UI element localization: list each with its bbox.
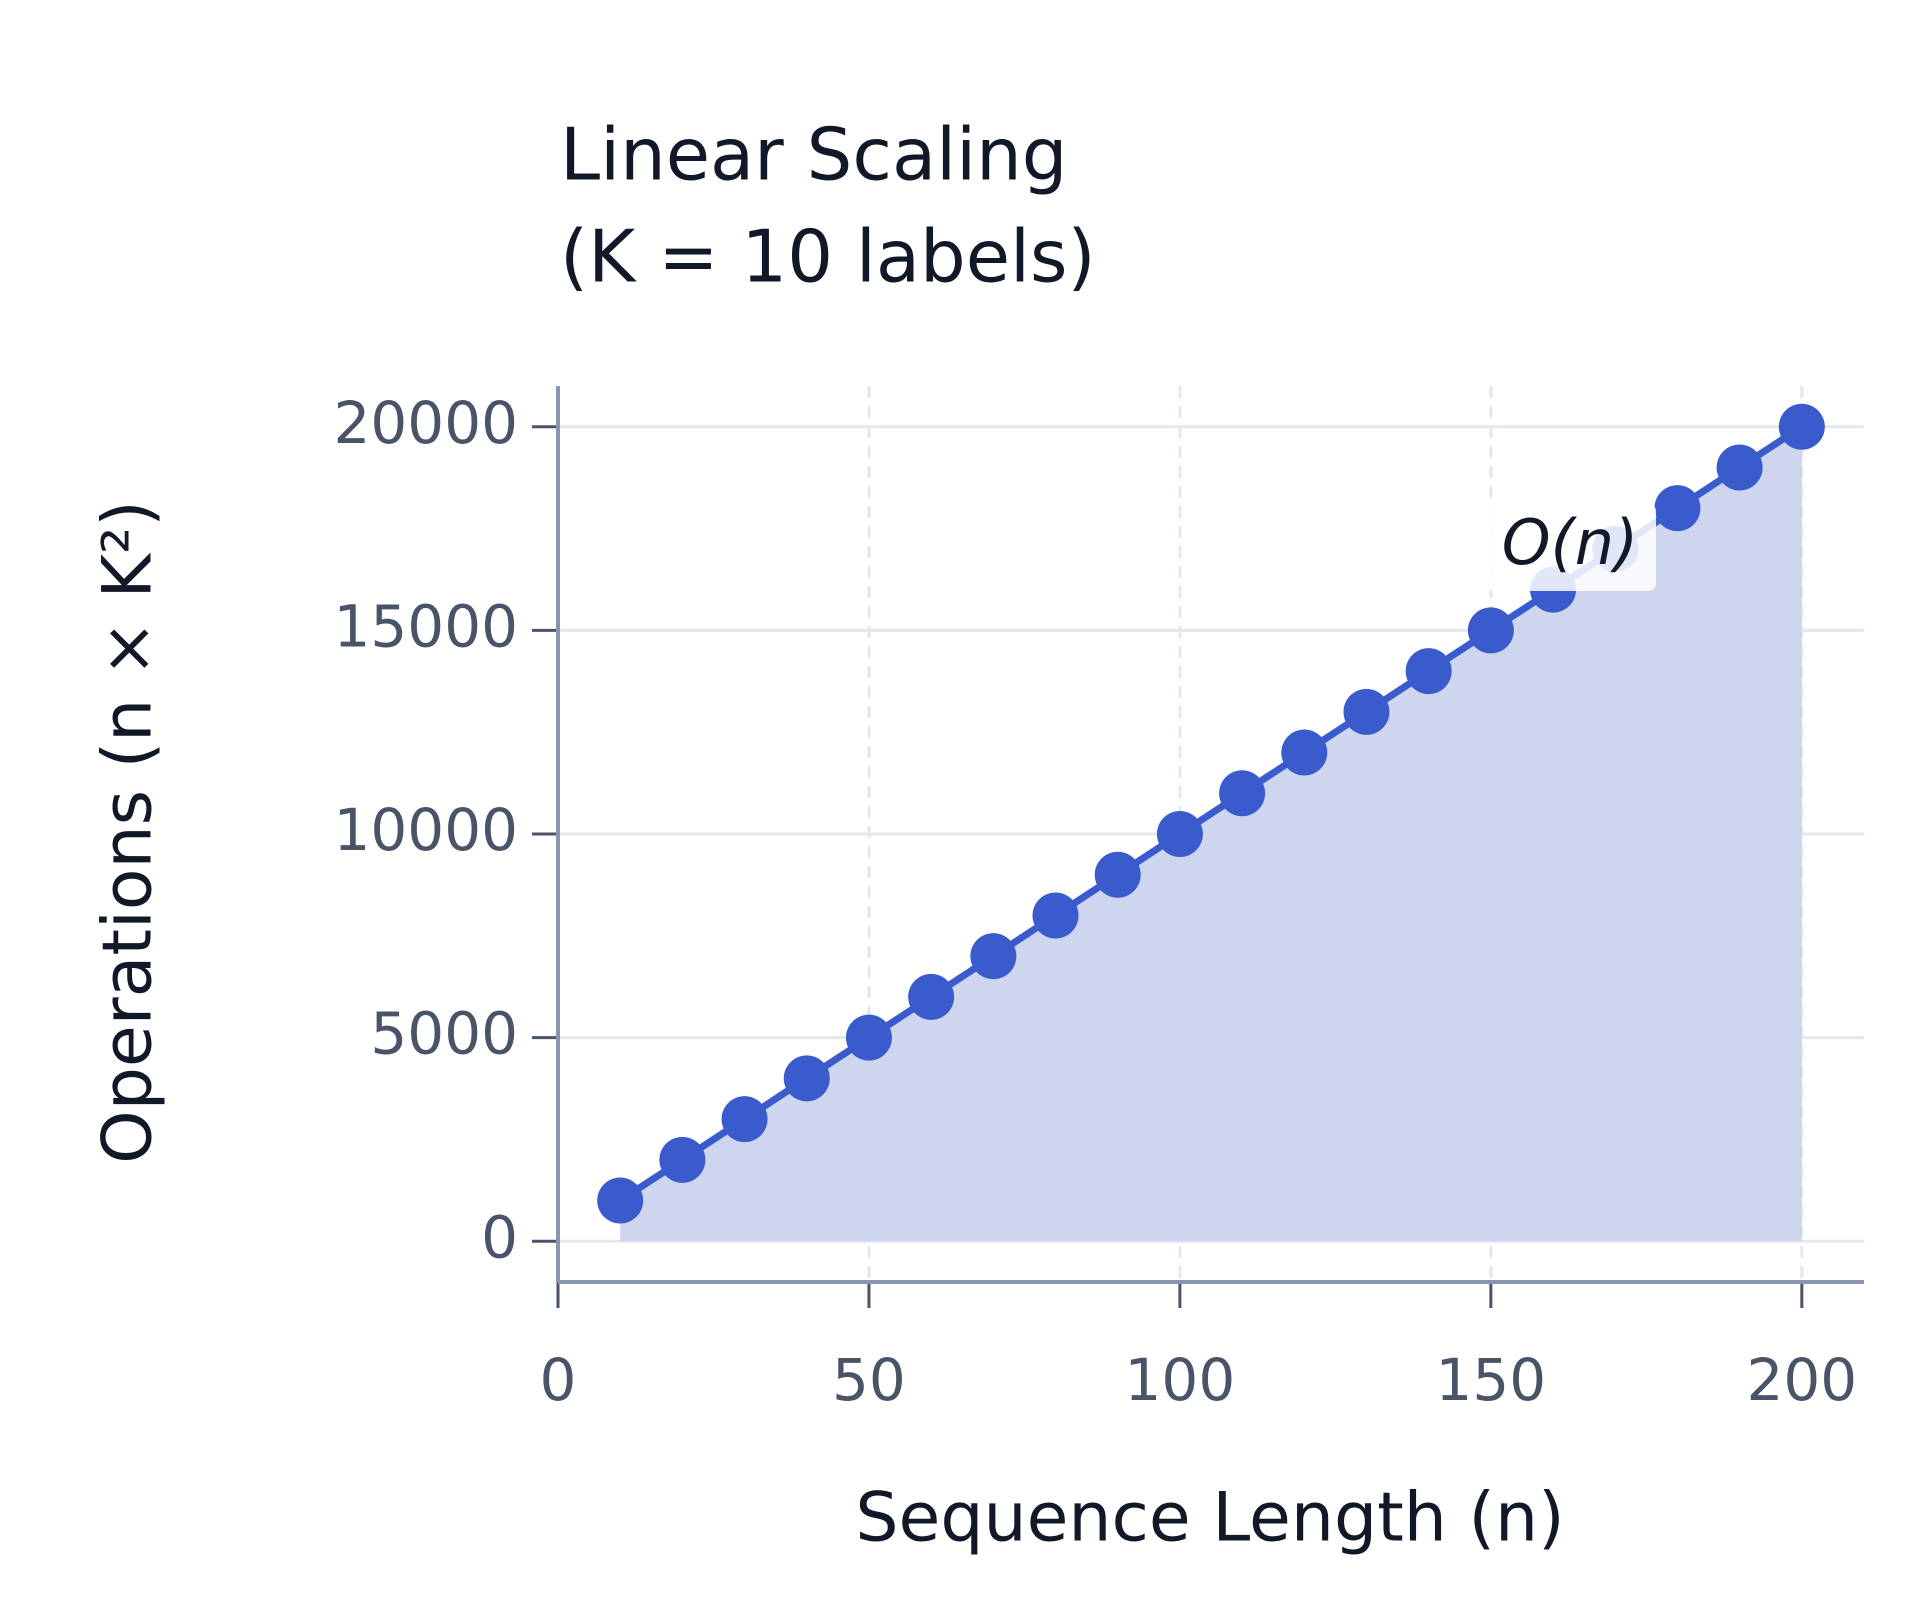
marker [1716, 444, 1763, 491]
marker [1405, 648, 1452, 695]
marker [970, 933, 1017, 980]
marker [1156, 811, 1203, 857]
y-tick-label: 15000 [333, 592, 518, 660]
y-tick-label: 5000 [370, 1000, 518, 1068]
x-tick-label: 50 [832, 1346, 906, 1414]
marker [908, 973, 955, 1020]
y-tick-label: 20000 [333, 389, 518, 457]
marker [721, 1096, 768, 1143]
x-tick-label: 200 [1746, 1346, 1857, 1414]
x-tick-label: 150 [1435, 1346, 1546, 1414]
marker [1343, 688, 1390, 735]
marker [1219, 770, 1266, 817]
annotation: O(n) [1502, 506, 1638, 579]
annotation-box [1486, 503, 1656, 591]
marker [1467, 607, 1514, 654]
marker [1654, 485, 1701, 532]
y-axis-label: Operations (n × K²) [89, 500, 168, 1164]
x-tick-label: 100 [1125, 1346, 1236, 1414]
y-tick-label: 0 [481, 1203, 518, 1271]
marker [1778, 403, 1825, 450]
marker [1281, 729, 1328, 776]
marker [1032, 892, 1079, 939]
chart-title: Linear Scaling [560, 113, 1067, 197]
marker [783, 1055, 830, 1102]
marker [845, 1014, 892, 1061]
x-tick-label: 0 [540, 1346, 577, 1414]
chart-title: (K = 10 labels) [560, 215, 1096, 299]
marker [659, 1136, 706, 1183]
y-tick-label: 10000 [333, 796, 518, 864]
marker [1094, 851, 1141, 898]
marker [597, 1177, 644, 1224]
x-axis-label: Sequence Length (n) [855, 1479, 1564, 1558]
